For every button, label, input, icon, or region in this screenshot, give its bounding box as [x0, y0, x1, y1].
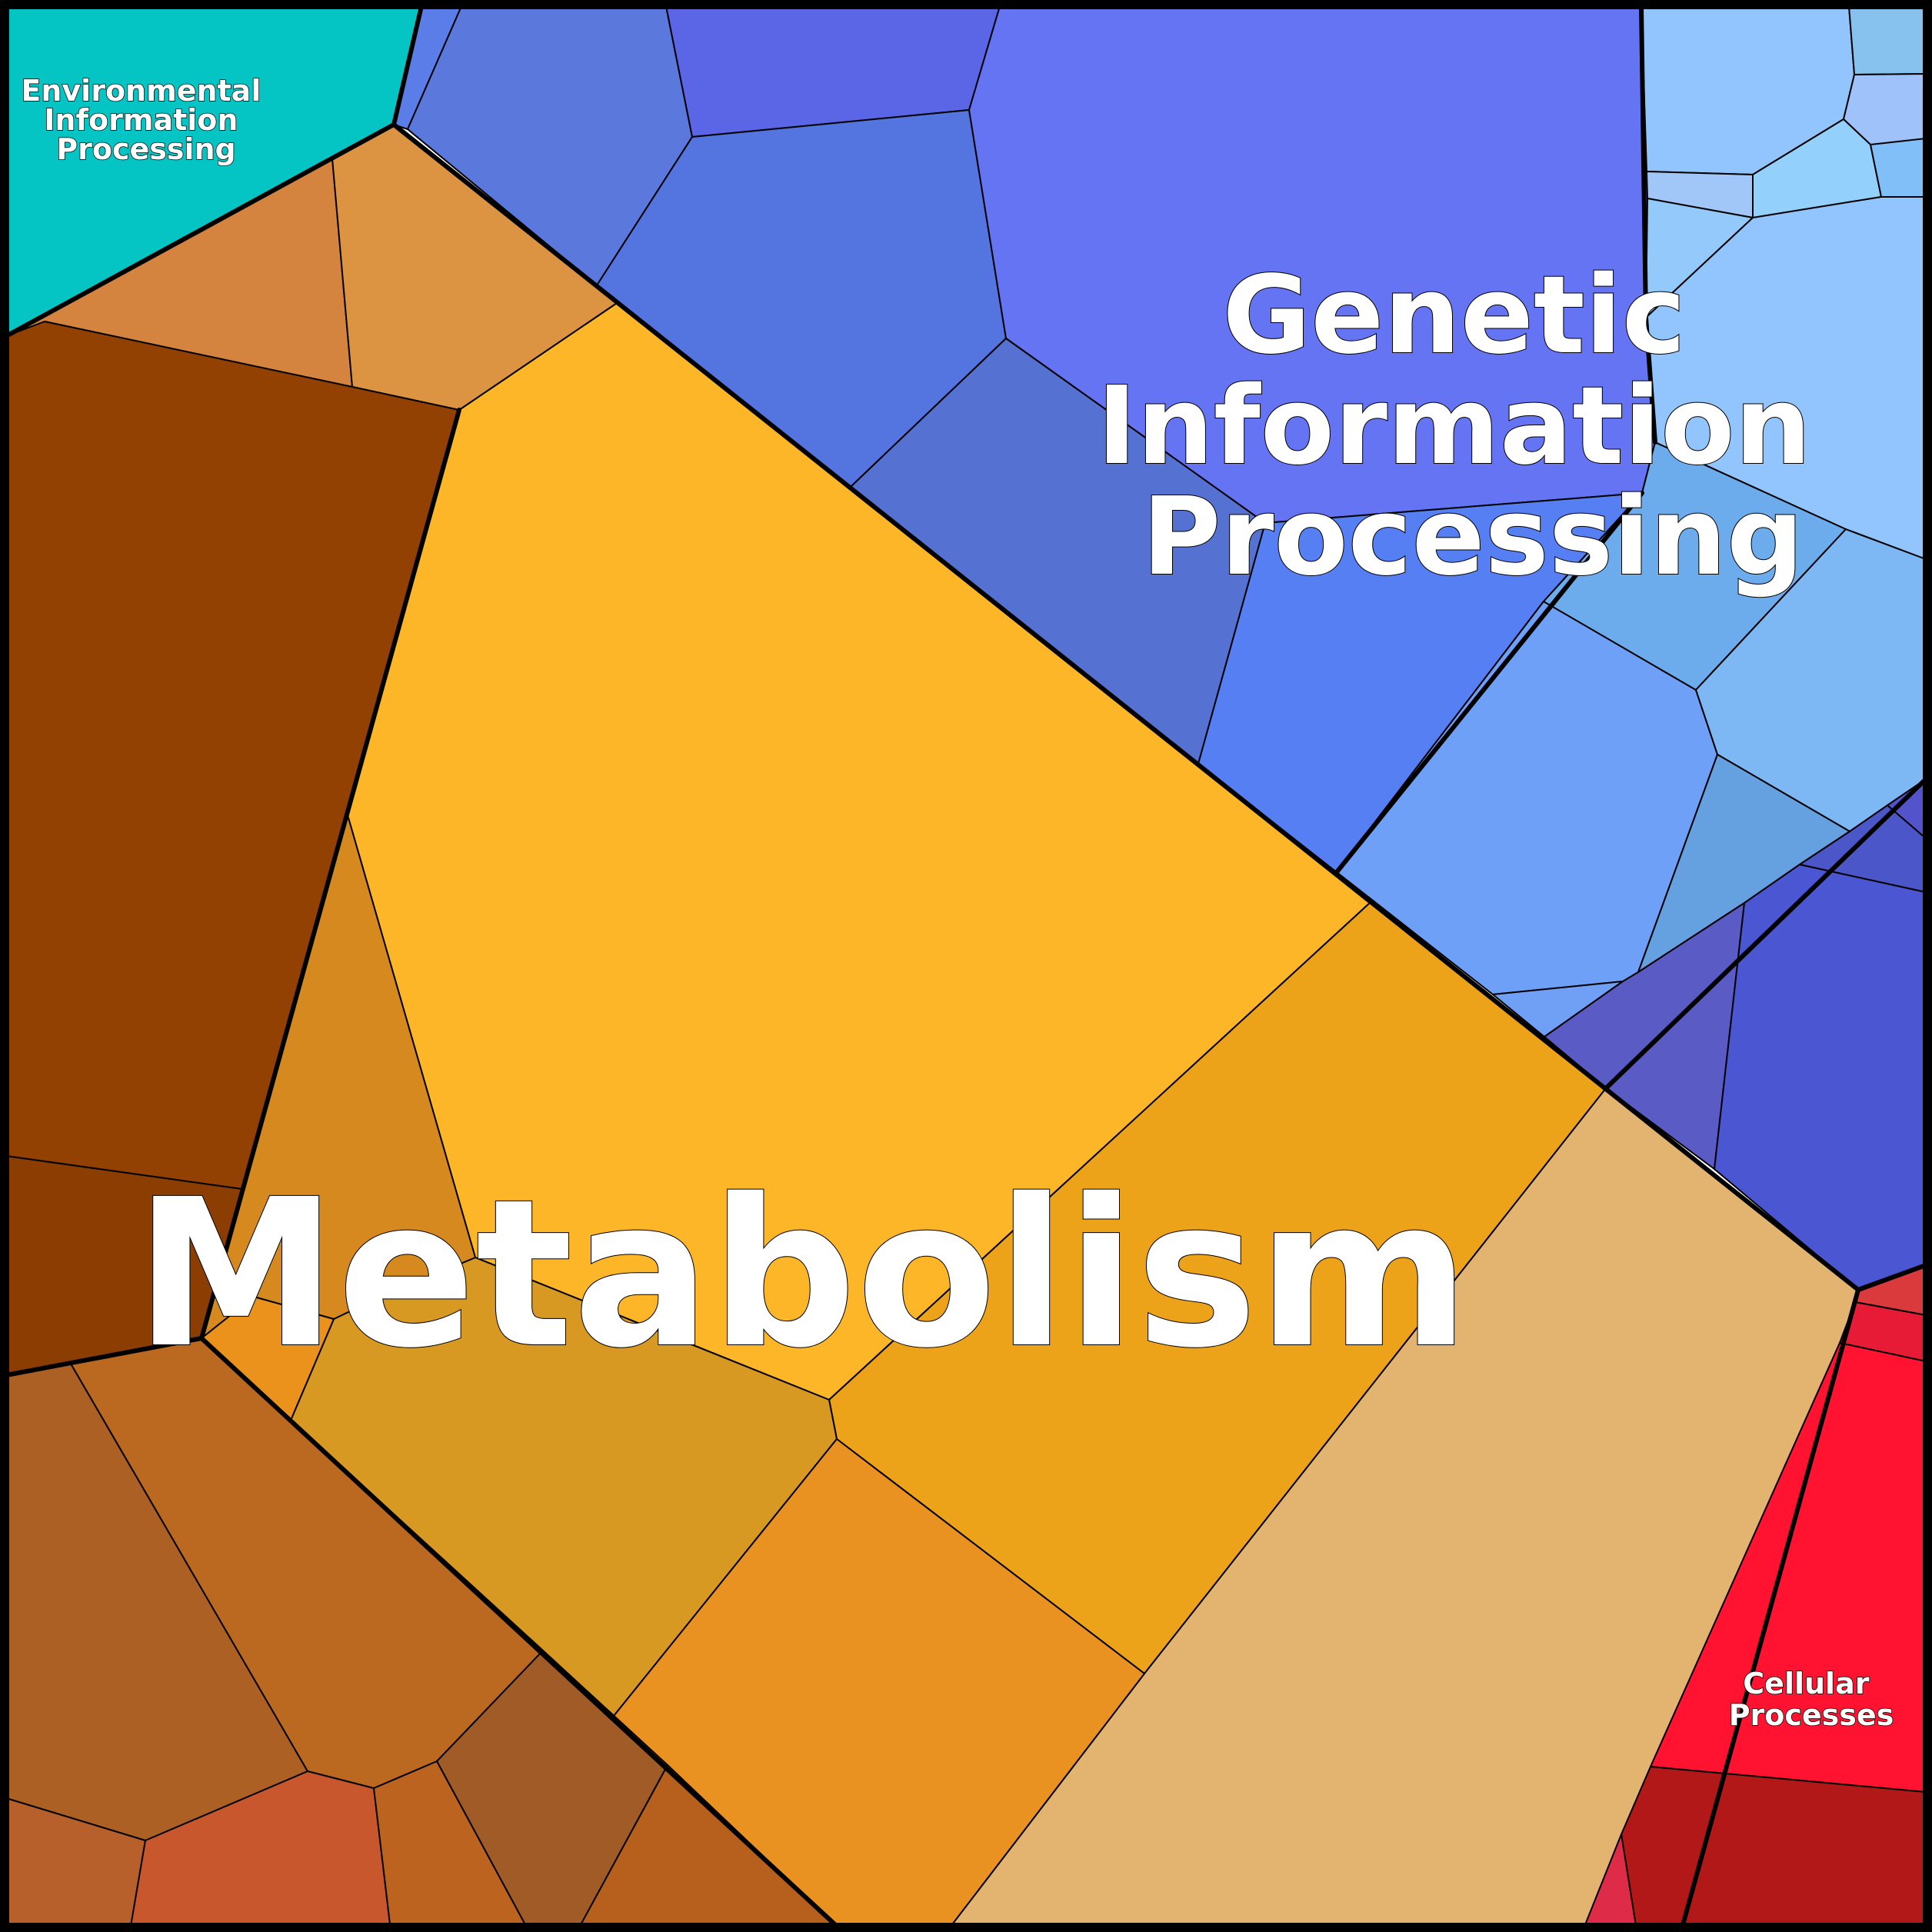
category-labels: Metabolism Genetic Information Processin…	[21, 73, 1894, 1733]
label-environmental-line-2: Information	[44, 103, 238, 137]
genetic-information-region	[393, 5, 1927, 1291]
label-genetic-line-2: Information	[1097, 364, 1811, 489]
label-cellular-line-2: Processes	[1729, 1698, 1894, 1732]
label-cellular-processes: Cellular Processes	[1729, 1667, 1894, 1732]
label-environmental-information-processing: Environmental Information Processing	[21, 74, 271, 166]
cellular-cell[interactable]	[1621, 1766, 1927, 1931]
genetic-cell[interactable]	[1870, 138, 1927, 198]
label-genetic-line-3: Processing	[1142, 475, 1804, 600]
metabolism-region	[5, 124, 1859, 1931]
cellular-processes-region	[1582, 1264, 1927, 1931]
label-genetic-information-processing: Genetic Information Processing	[1097, 253, 1849, 600]
label-environmental-line-3: Processing	[56, 132, 236, 166]
label-cellular-line-1: Cellular	[1743, 1667, 1869, 1700]
label-metabolism: Metabolism	[135, 1156, 1470, 1393]
genetic-cell[interactable]	[1848, 5, 1927, 75]
region-borders	[4, 4, 1928, 1932]
label-genetic-line-1: Genetic	[1222, 253, 1685, 378]
label-environmental-line-1: Environmental	[21, 74, 261, 108]
